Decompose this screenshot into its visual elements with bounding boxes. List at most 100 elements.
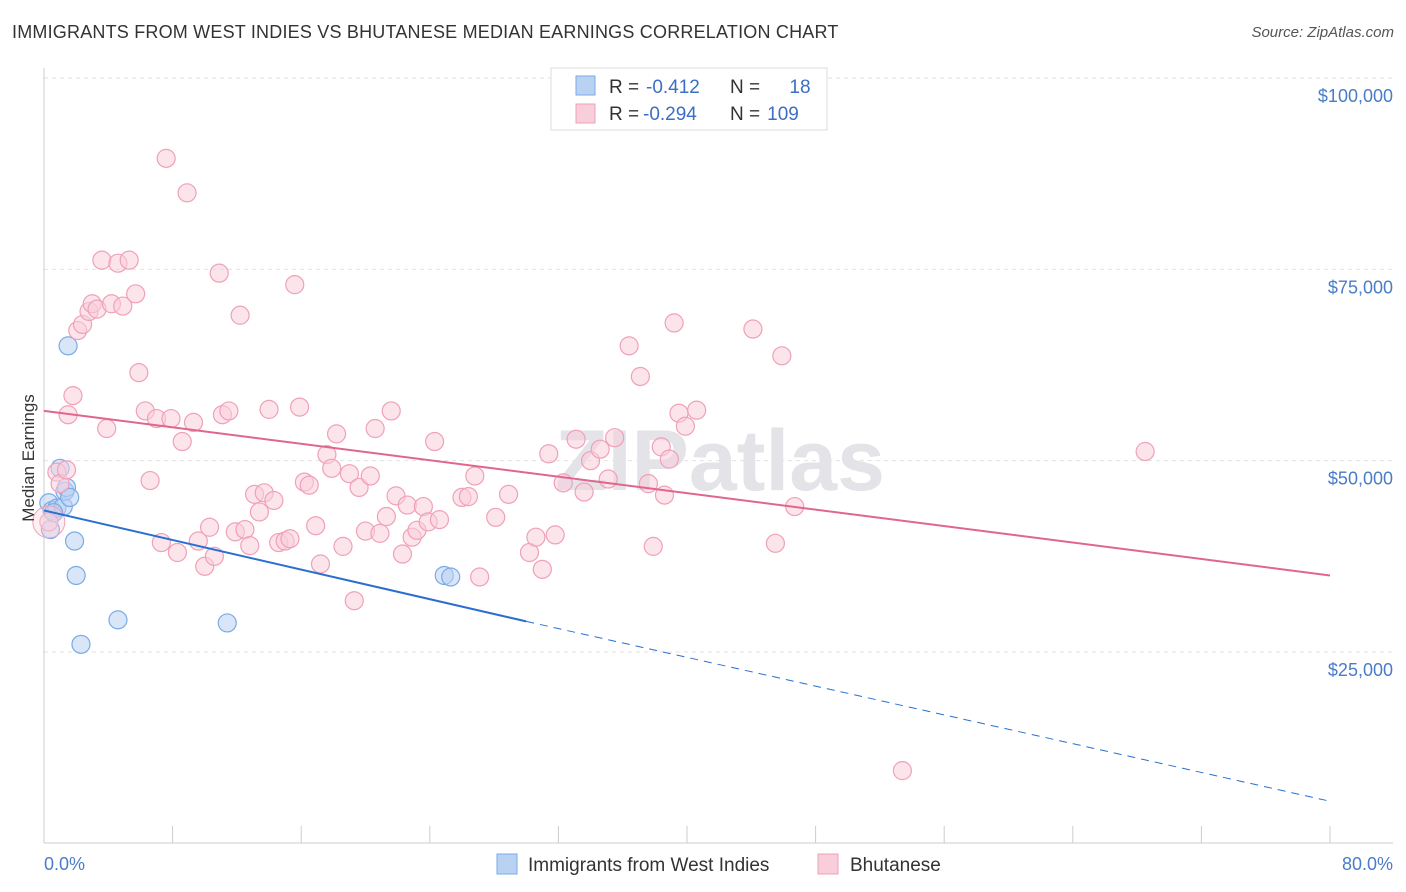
y-tick-label-1: $50,000 xyxy=(1328,469,1393,489)
bhutanese-point-25 xyxy=(167,542,188,563)
bhutanese-point-23 xyxy=(156,148,176,168)
west-indies-trend-line xyxy=(43,509,527,623)
bhutanese-point-85 xyxy=(539,444,559,464)
bhutanese-point-33 xyxy=(209,263,229,283)
x-ticks xyxy=(43,826,1331,843)
bhutanese-point-88 xyxy=(566,429,586,449)
legend-r-label-1: R = xyxy=(609,77,639,98)
bhutanese-point-89 xyxy=(574,482,594,502)
west-indies-trend-extension xyxy=(526,620,1331,802)
bhutanese-point-51 xyxy=(299,475,319,495)
y-tick-labels: $25,000 $50,000 $75,000 $100,000 xyxy=(1318,86,1393,680)
west-indies-point-14 xyxy=(217,613,237,633)
west-indies-point-11 xyxy=(66,565,86,586)
axes xyxy=(43,68,1393,844)
bhutanese-point-24 xyxy=(161,408,181,429)
bhutanese-point-49 xyxy=(289,397,310,417)
bhutanese-point-0 xyxy=(39,512,59,532)
bhutanese-point-63 xyxy=(365,418,385,439)
bhutanese-point-56 xyxy=(326,424,347,444)
legend-r-value-1: -0.412 xyxy=(646,77,700,98)
bhutanese-point-93 xyxy=(605,428,625,448)
bhutanese-point-39 xyxy=(240,536,260,556)
bhutanese-point-103 xyxy=(687,400,707,420)
west-indies-point-16 xyxy=(441,567,461,587)
bhutanese-point-108 xyxy=(892,761,913,781)
bhutanese-point-37 xyxy=(230,305,250,325)
bhutanese-point-69 xyxy=(397,495,417,515)
bhutanese-point-35 xyxy=(219,401,239,421)
bhutanese-point-47 xyxy=(280,529,300,549)
y-tick-label-2: $75,000 xyxy=(1328,277,1393,297)
bhutanese-point-95 xyxy=(630,366,650,387)
legend-n-label-2: N = xyxy=(730,104,760,125)
series-legend-label-west-indies: Immigrants from West Indies xyxy=(528,855,769,876)
bhutanese-point-12 xyxy=(97,418,117,439)
bhutanese-point-84 xyxy=(532,559,552,579)
west-indies-point-10 xyxy=(64,531,85,551)
bhutanese-point-75 xyxy=(429,509,450,530)
bhutanese-trend-line xyxy=(43,409,1331,577)
legend-box xyxy=(550,67,828,131)
bhutanese-point-66 xyxy=(381,401,401,421)
series-legend-label-bhutanese: Bhutanese xyxy=(850,855,941,876)
y-tick-label-3: $100,000 xyxy=(1318,86,1393,106)
legend-n-value-1: 18 xyxy=(789,77,810,98)
bhutanese-point-104 xyxy=(743,319,763,339)
bhutanese-point-109 xyxy=(1135,441,1155,462)
bhutanese-point-58 xyxy=(339,464,360,484)
series-legend: Immigrants from West Indies Bhutanese xyxy=(496,853,941,876)
trend-lines xyxy=(43,409,1331,802)
bhutanese-point-74 xyxy=(425,431,445,452)
series-bhutanese-points xyxy=(32,148,1155,781)
bhutanese-point-80 xyxy=(486,507,506,527)
bhutanese-point-27 xyxy=(177,183,197,203)
bhutanese-point-16 xyxy=(119,250,139,270)
bhutanese-point-48 xyxy=(285,275,305,295)
bhutanese-point-83 xyxy=(526,527,546,547)
bhutanese-point-28 xyxy=(183,412,204,432)
west-indies-point-12 xyxy=(71,634,91,654)
bhutanese-point-86 xyxy=(545,525,565,545)
bhutanese-point-43 xyxy=(259,399,279,419)
bhutanese-point-3 xyxy=(56,460,77,480)
bhutanese-point-102 xyxy=(675,416,695,436)
bhutanese-point-105 xyxy=(765,533,786,553)
bhutanese-point-11 xyxy=(92,250,112,270)
bhutanese-point-62 xyxy=(360,466,380,486)
bhutanese-point-44 xyxy=(264,490,284,511)
bhutanese-point-5 xyxy=(63,386,83,406)
bhutanese-point-60 xyxy=(349,477,369,498)
legend-r-label-2: R = xyxy=(609,104,639,125)
bhutanese-point-99 xyxy=(659,449,679,469)
legend-swatch-bhutanese xyxy=(575,103,596,124)
y-axis-label: Median Earnings xyxy=(19,394,38,522)
bhutanese-point-79 xyxy=(470,567,490,587)
watermark: ZIPatlas xyxy=(555,413,885,509)
correlation-legend: R = -0.412 N = 18 R = -0.294 N = 109 xyxy=(550,67,828,131)
bhutanese-point-55 xyxy=(322,458,342,478)
west-indies-point-13 xyxy=(108,610,128,630)
bhutanese-point-18 xyxy=(129,363,149,383)
series-legend-swatch-bhutanese xyxy=(817,853,839,875)
bhutanese-point-32 xyxy=(204,546,224,566)
source-label: Source: ZipAtlas.com xyxy=(1251,24,1394,41)
legend-swatch-west-indies xyxy=(575,75,596,96)
bhutanese-point-26 xyxy=(172,431,192,452)
gridlines xyxy=(44,77,1393,653)
bhutanese-point-57 xyxy=(333,536,353,556)
chart-title: IMMIGRANTS FROM WEST INDIES VS BHUTANESE… xyxy=(12,22,839,42)
bhutanese-point-91 xyxy=(590,439,610,459)
bhutanese-point-59 xyxy=(344,591,364,611)
bhutanese-point-31 xyxy=(199,517,220,537)
bhutanese-point-64 xyxy=(370,523,390,543)
bhutanese-point-20 xyxy=(140,470,160,491)
bhutanese-point-17 xyxy=(126,284,146,304)
bhutanese-point-68 xyxy=(392,544,413,564)
bhutanese-point-65 xyxy=(376,506,396,527)
series-legend-swatch-west-indies xyxy=(496,853,518,875)
bhutanese-point-38 xyxy=(235,519,255,540)
bhutanese-point-41 xyxy=(249,502,270,522)
x-tick-label-min: 0.0% xyxy=(44,854,85,874)
